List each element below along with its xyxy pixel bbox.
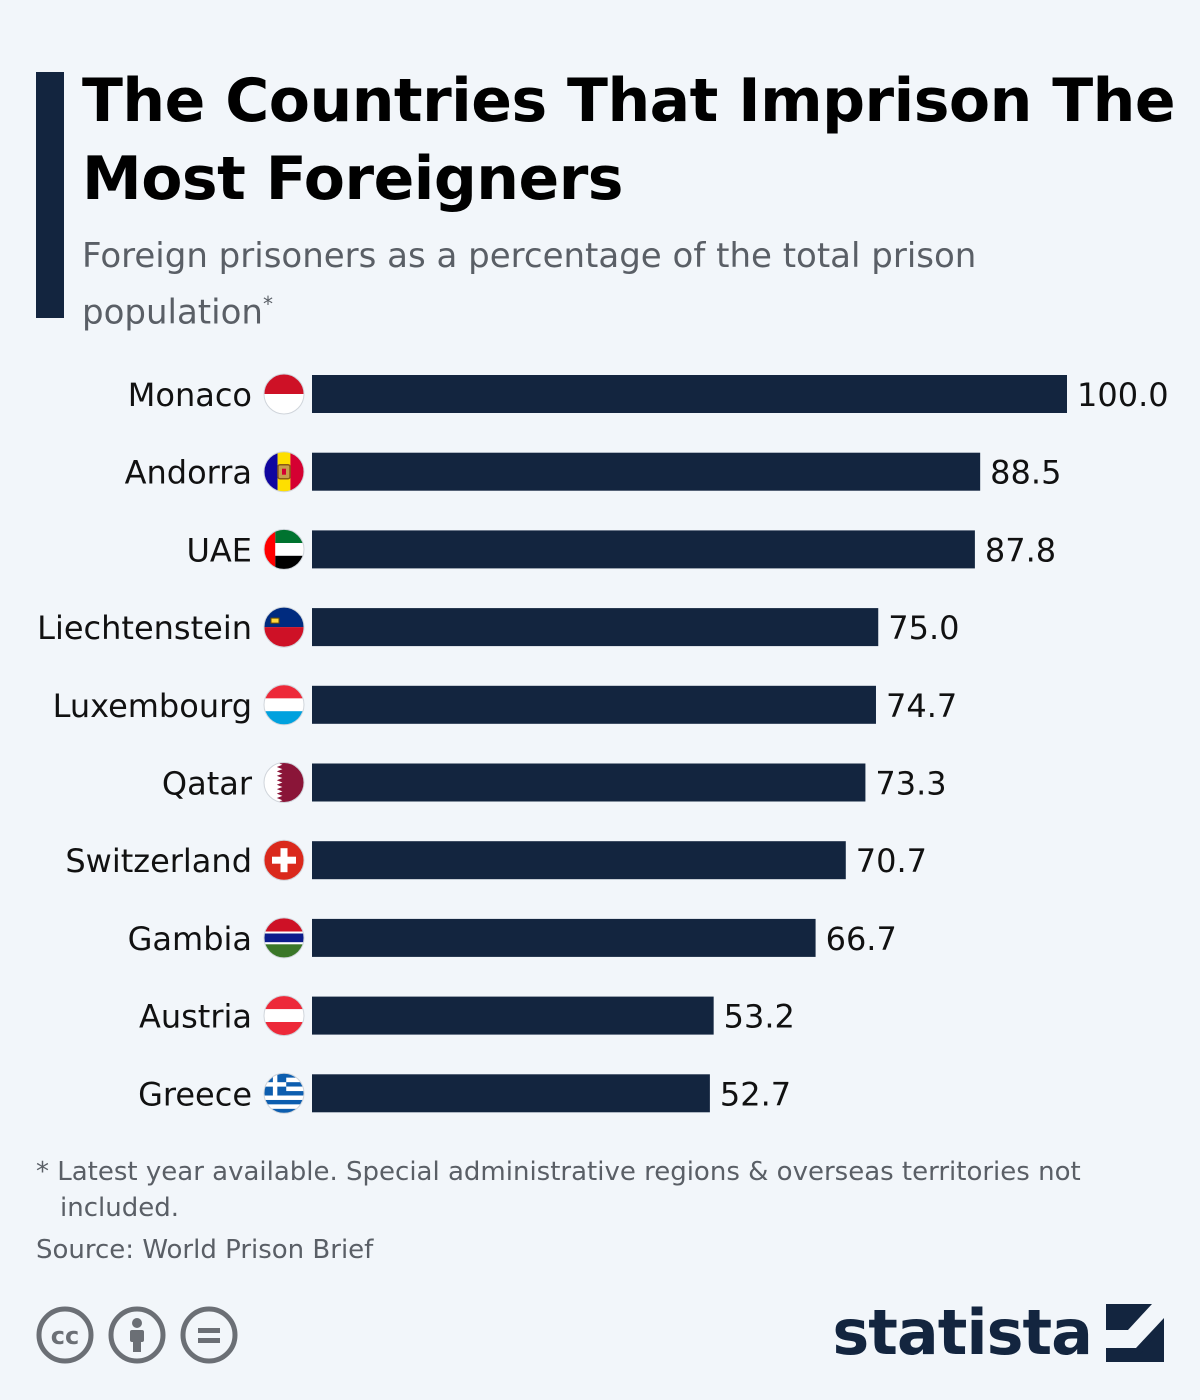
page-title: The Countries That Imprison The Most For… [82, 66, 1176, 214]
value-label: 52.7 [720, 1075, 791, 1113]
cc-glyph: cc [51, 1322, 79, 1350]
category-label: Switzerland [65, 842, 252, 880]
value-label: 66.7 [826, 920, 897, 958]
bar [312, 763, 866, 802]
gambia-flag-icon [263, 917, 305, 959]
subtitle-asterisk: * [262, 292, 273, 316]
bar-chart: Monaco 100.0 Andorra 88.5 UAE 87.8 Liechtenste… [37, 373, 1169, 1114]
category-label: Austria [139, 998, 252, 1036]
value-label: 100.0 [1077, 376, 1169, 414]
monaco-flag-icon [263, 373, 305, 415]
uae-flag-icon [263, 528, 305, 570]
license-icons: cc [36, 1306, 238, 1364]
title-accent-bar [36, 72, 64, 318]
bar [312, 996, 714, 1035]
footnote: * Latest year available. Special adminis… [36, 1154, 1136, 1226]
category-label: Greece [138, 1075, 252, 1113]
greece-flag-icon [263, 1072, 305, 1114]
footnote-text: * Latest year available. Special adminis… [36, 1157, 1081, 1223]
chart-subtitle: Foreign prisoners as a percentage of the… [82, 232, 982, 336]
category-label: Liechtenstein [37, 609, 252, 647]
bar [312, 608, 879, 647]
value-label: 53.2 [724, 998, 795, 1036]
category-label: UAE [186, 531, 252, 569]
category-label: Gambia [128, 920, 252, 958]
bar [312, 530, 975, 569]
bar [312, 918, 816, 957]
value-label: 70.7 [856, 842, 927, 880]
subtitle-text: Foreign prisoners as a percentage of the… [82, 236, 977, 333]
bar [312, 685, 876, 724]
source-text: Source: World Prison Brief [36, 1235, 374, 1265]
statista-logo[interactable]: statista [832, 1298, 1164, 1368]
luxembourg-flag-icon [263, 684, 305, 726]
liechtenstein-flag-icon [263, 606, 305, 648]
statista-wordmark: statista [832, 1296, 1093, 1369]
category-label: Luxembourg [53, 687, 252, 725]
bar [312, 1074, 710, 1113]
creative-commons-icon[interactable]: cc [36, 1306, 94, 1364]
bar [312, 452, 981, 491]
value-label: 87.8 [985, 531, 1056, 569]
austria-flag-icon [263, 995, 305, 1037]
category-label: Monaco [128, 376, 252, 414]
category-label: Andorra [125, 454, 252, 492]
no-derivatives-icon[interactable] [180, 1306, 238, 1364]
statista-logo-icon [1106, 1304, 1164, 1362]
qatar-flag-icon [263, 762, 305, 803]
switzerland-flag-icon [263, 839, 305, 881]
value-label: 88.5 [990, 454, 1061, 492]
bar [312, 375, 1067, 413]
value-label: 73.3 [875, 765, 946, 803]
andorra-flag-icon [263, 451, 305, 493]
bar [312, 841, 846, 880]
attribution-icon[interactable] [108, 1306, 166, 1364]
value-label: 74.7 [886, 687, 957, 725]
category-label: Qatar [162, 765, 253, 803]
value-label: 75.0 [888, 609, 959, 647]
